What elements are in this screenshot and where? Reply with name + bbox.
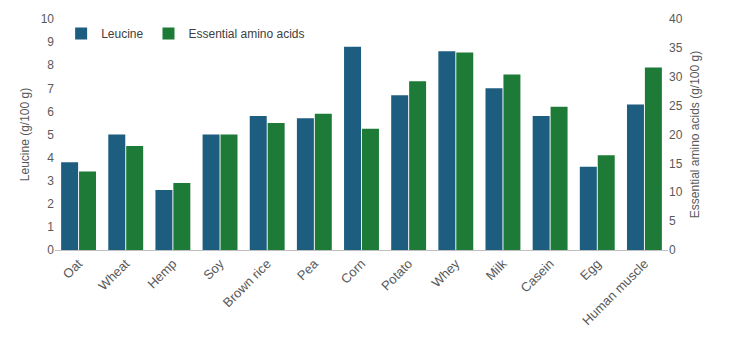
svg-text:1: 1 <box>47 220 54 234</box>
svg-text:7: 7 <box>47 82 54 96</box>
svg-text:Essential amino acids: Essential amino acids <box>188 27 304 41</box>
svg-text:3: 3 <box>47 174 54 188</box>
svg-text:0: 0 <box>669 243 676 257</box>
svg-text:25: 25 <box>669 99 683 113</box>
svg-text:Human muscle: Human muscle <box>579 256 651 328</box>
svg-text:5: 5 <box>669 214 676 228</box>
svg-text:9: 9 <box>47 35 54 49</box>
svg-text:2: 2 <box>47 197 54 211</box>
svg-text:Hemp: Hemp <box>144 256 179 291</box>
svg-text:10: 10 <box>669 185 683 199</box>
svg-text:8: 8 <box>47 58 54 72</box>
svg-text:6: 6 <box>47 105 54 119</box>
svg-text:Pea: Pea <box>294 256 322 284</box>
svg-text:Leucine (g/100 g): Leucine (g/100 g) <box>18 88 32 181</box>
svg-text:Brown rice: Brown rice <box>220 256 274 310</box>
svg-text:Leucine: Leucine <box>101 27 143 41</box>
svg-text:35: 35 <box>669 41 683 55</box>
svg-text:10: 10 <box>41 12 55 26</box>
svg-text:Egg: Egg <box>577 256 604 283</box>
svg-text:0: 0 <box>47 243 54 257</box>
svg-text:Milk: Milk <box>483 256 510 283</box>
svg-text:5: 5 <box>47 128 54 142</box>
svg-text:Soy: Soy <box>200 256 227 283</box>
svg-text:30: 30 <box>669 70 683 84</box>
svg-text:4: 4 <box>47 151 54 165</box>
svg-text:Whey: Whey <box>428 256 462 290</box>
svg-text:20: 20 <box>669 128 683 142</box>
svg-text:Casein: Casein <box>518 256 557 295</box>
svg-text:Corn: Corn <box>338 256 369 287</box>
svg-text:15: 15 <box>669 157 683 171</box>
svg-text:Wheat: Wheat <box>95 256 132 293</box>
svg-text:Essential amino acids (g/100 g: Essential amino acids (g/100 g) <box>688 51 702 218</box>
svg-text:Potato: Potato <box>378 256 415 293</box>
svg-text:40: 40 <box>669 12 683 26</box>
svg-text:Oat: Oat <box>60 256 86 282</box>
